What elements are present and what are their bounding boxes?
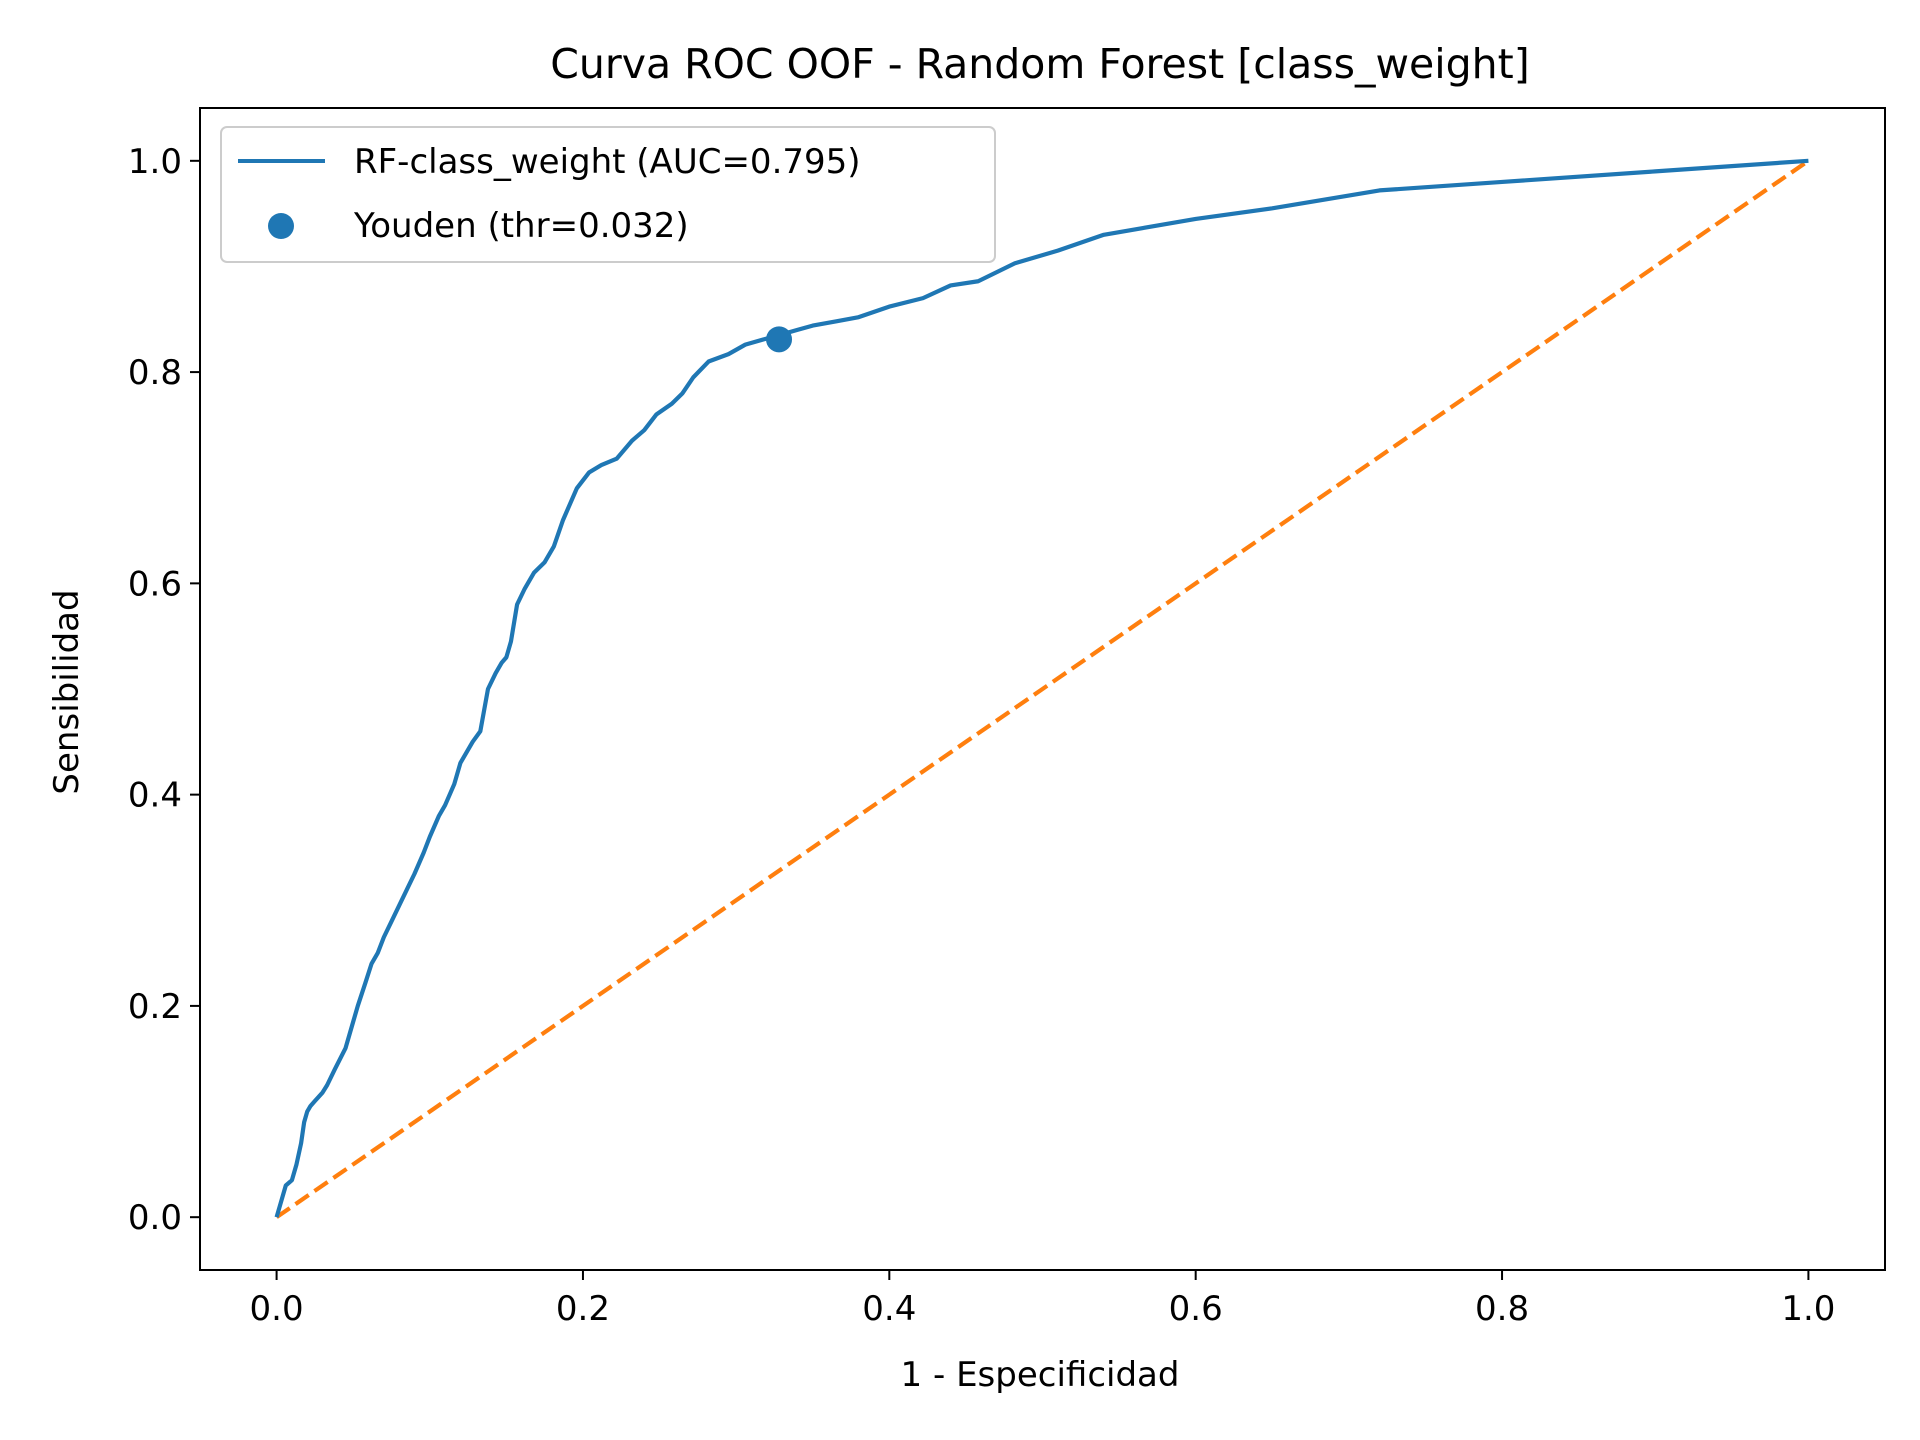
legend: RF-class_weight (AUC=0.795) Youden (thr=… [220,126,996,263]
x-tick-label: 0.8 [1475,1289,1529,1329]
y-tick-label: 0.6 [128,564,182,604]
x-tick-label: 0.4 [862,1289,916,1329]
x-tick-label: 1.0 [1781,1289,1835,1329]
legend-frame [220,126,996,263]
youden-point [766,326,793,353]
x-axis-label: 1 - Especificidad [901,1355,1180,1395]
x-tick-label: 0.2 [556,1289,610,1329]
chart-title: Curva ROC OOF - Random Forest [class_wei… [550,40,1529,88]
y-tick-label: 1.0 [128,142,182,182]
legend-point-swatch [268,213,294,239]
x-tick-label: 0.0 [250,1289,304,1329]
y-axis-label: Sensibilidad [47,589,87,794]
x-tick-label: 0.6 [1169,1289,1223,1329]
plot-area [199,107,1886,1271]
legend-label-roc: RF-class_weight (AUC=0.795) [354,142,861,182]
y-tick-label: 0.0 [128,1198,182,1238]
legend-label-youden: Youden (thr=0.032) [353,206,689,246]
y-tick-label: 0.4 [128,776,182,816]
y-axis-ticks: 0.0 0.2 0.4 0.6 0.8 1.0 [128,142,200,1238]
chance-diagonal-line [275,159,1810,1219]
y-tick-label: 0.2 [128,987,182,1027]
plot-frame [199,107,1886,1271]
y-tick-label: 0.8 [128,353,182,393]
roc-curve-line [274,158,1809,1218]
x-axis-ticks: 0.0 0.2 0.4 0.6 0.8 1.0 [250,1270,1835,1329]
